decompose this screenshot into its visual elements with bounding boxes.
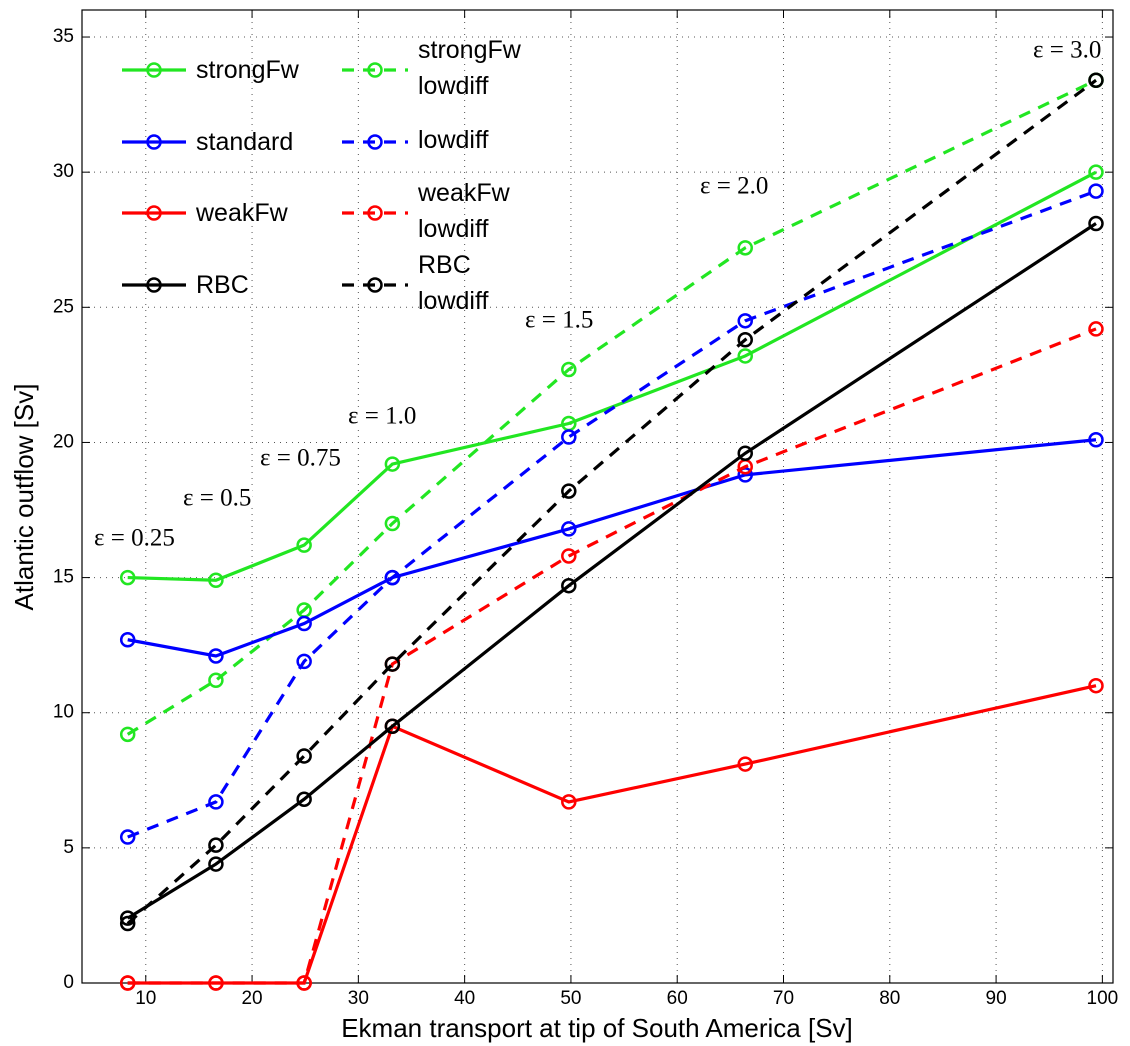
y-tick-label: 0 <box>63 972 74 993</box>
data-point <box>1088 72 1104 89</box>
legend-marker <box>367 277 383 293</box>
legend-marker <box>367 134 383 150</box>
series-line <box>126 78 1097 925</box>
data-point <box>737 240 753 256</box>
data-point <box>1088 321 1104 337</box>
data-point <box>296 791 312 807</box>
x-tick-label: 100 <box>1087 988 1119 1009</box>
data-point <box>119 726 136 743</box>
x-tick-label: 30 <box>348 988 369 1009</box>
data-point <box>1088 164 1104 180</box>
data-point <box>737 445 753 462</box>
legend-marker <box>367 205 383 221</box>
data-point <box>384 656 401 672</box>
y-tick-label: 5 <box>63 837 74 858</box>
annotation: ε = 0.25 <box>94 525 175 552</box>
legend-label: weakFw <box>196 199 288 227</box>
data-point <box>296 748 312 764</box>
plot-frame <box>81 9 1114 984</box>
x-tick-label: 90 <box>986 988 1007 1009</box>
x-tick-label: 70 <box>773 988 794 1009</box>
y-tick-label: 35 <box>53 26 74 47</box>
x-tick-label: 60 <box>667 988 688 1009</box>
data-point <box>296 653 312 670</box>
data-point <box>119 829 136 845</box>
data-point <box>561 483 577 499</box>
x-axis-label: Ekman transport at tip of South America … <box>341 1013 853 1043</box>
data-point <box>208 837 224 853</box>
legend-label: strongFw <box>196 56 299 84</box>
data-point <box>296 537 312 553</box>
data-point <box>384 515 401 532</box>
legend-label: lowdiff <box>418 126 489 154</box>
series-line <box>127 438 1097 658</box>
legend-marker <box>146 134 162 150</box>
data-point <box>561 577 577 594</box>
data-point <box>119 975 136 991</box>
data-point <box>561 361 577 378</box>
series-line <box>127 189 1097 839</box>
y-tick-label: 25 <box>53 296 74 317</box>
series-line <box>127 684 1097 985</box>
legend-label: RBC <box>196 271 249 299</box>
data-point <box>1088 215 1104 232</box>
legend-marker <box>146 62 162 78</box>
annotation: ε = 2.0 <box>700 173 768 200</box>
data-point <box>208 672 224 689</box>
x-tick-label: 10 <box>135 988 156 1009</box>
x-tick-label: 20 <box>241 988 262 1009</box>
annotation: ε = 0.5 <box>183 485 251 512</box>
data-point <box>119 915 136 932</box>
annotation: ε = 3.0 <box>1033 37 1101 64</box>
legend-label: strongFw lowdiff <box>418 36 521 100</box>
data-point <box>208 572 224 589</box>
x-tick-label: 50 <box>560 988 581 1009</box>
data-point <box>1088 431 1104 448</box>
data-point <box>1088 677 1104 694</box>
legend-label: RBC lowdiff <box>418 251 489 315</box>
annotation: ε = 1.5 <box>525 307 593 334</box>
data-point <box>561 429 577 445</box>
y-tick-label: 20 <box>53 431 74 452</box>
data-point <box>737 348 753 364</box>
data-point <box>1088 183 1104 199</box>
data-point <box>208 794 224 810</box>
data-point <box>561 794 577 810</box>
data-point <box>561 548 577 564</box>
data-point <box>561 521 577 537</box>
legend-marker <box>146 277 162 293</box>
series-line <box>126 78 1097 736</box>
data-point <box>208 975 224 991</box>
x-tick-label: 80 <box>879 988 900 1009</box>
x-tick-label: 40 <box>454 988 475 1009</box>
legend-marker <box>367 62 383 78</box>
annotation: ε = 1.0 <box>348 403 416 430</box>
data-point <box>737 331 753 348</box>
legend-marker <box>146 205 162 221</box>
y-tick-label: 15 <box>53 567 74 588</box>
data-point <box>208 856 224 872</box>
data-point <box>119 631 136 648</box>
data-point <box>296 615 312 632</box>
legend-label: weakFw lowdiff <box>418 179 510 243</box>
data-point <box>384 569 401 586</box>
data-point <box>384 718 401 734</box>
data-point <box>296 975 312 991</box>
data-point <box>737 756 753 772</box>
legend-label: standard <box>196 128 294 156</box>
y-tick-label: 30 <box>53 161 74 182</box>
data-point <box>208 648 224 664</box>
data-point <box>737 313 753 329</box>
y-axis-label: Atlantic outflow [Sv] <box>9 384 39 611</box>
data-point <box>119 569 136 586</box>
annotation: ε = 0.75 <box>260 445 341 472</box>
y-tick-label: 10 <box>53 702 74 723</box>
series-line <box>127 327 1097 985</box>
data-point <box>384 456 401 472</box>
series-line <box>127 170 1097 582</box>
series-line <box>126 222 1097 920</box>
